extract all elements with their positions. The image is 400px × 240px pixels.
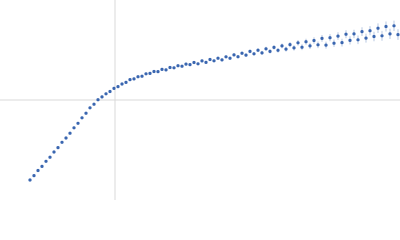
point <box>140 74 144 78</box>
point <box>344 32 348 36</box>
point <box>40 164 44 168</box>
point <box>256 48 260 52</box>
point <box>96 98 100 102</box>
point <box>264 47 268 51</box>
point <box>28 178 32 182</box>
point <box>176 64 180 68</box>
point <box>376 26 380 30</box>
point <box>320 36 324 41</box>
point <box>184 62 188 66</box>
point <box>272 45 276 50</box>
point <box>48 155 52 159</box>
point <box>240 51 244 55</box>
point <box>116 85 120 89</box>
point <box>160 67 164 71</box>
point <box>180 64 184 68</box>
point <box>104 92 108 96</box>
point <box>328 36 332 40</box>
point <box>168 65 172 70</box>
point <box>112 86 116 90</box>
point <box>296 41 300 45</box>
point <box>304 40 308 44</box>
point <box>228 56 232 60</box>
point <box>64 136 68 140</box>
point <box>368 29 372 33</box>
point <box>364 36 368 40</box>
point <box>204 60 208 64</box>
point <box>36 168 40 173</box>
point <box>340 41 344 45</box>
point <box>92 102 96 106</box>
point <box>224 55 228 59</box>
point <box>220 58 224 62</box>
point <box>356 38 360 42</box>
point <box>68 131 72 135</box>
chart <box>0 0 400 200</box>
point <box>252 52 256 56</box>
point <box>384 24 388 29</box>
point <box>148 71 152 75</box>
point <box>84 111 88 115</box>
point <box>292 46 296 50</box>
point <box>308 44 312 48</box>
point <box>76 121 80 125</box>
point <box>288 43 292 47</box>
point <box>56 146 60 150</box>
point <box>396 33 400 37</box>
point <box>260 51 264 55</box>
point <box>200 59 204 63</box>
point <box>236 55 240 59</box>
point <box>132 77 136 81</box>
point <box>388 32 392 36</box>
point <box>336 34 340 38</box>
point <box>284 47 288 51</box>
point <box>188 63 192 67</box>
point <box>128 78 132 82</box>
point <box>156 70 160 74</box>
point <box>276 48 280 52</box>
point <box>324 43 328 47</box>
point <box>144 72 148 76</box>
point <box>380 34 384 38</box>
point <box>32 174 36 178</box>
point <box>268 49 272 54</box>
point <box>100 95 104 99</box>
point <box>208 57 212 62</box>
point <box>152 69 156 74</box>
point <box>52 150 56 154</box>
point <box>316 43 320 47</box>
point <box>244 53 248 57</box>
point <box>280 44 284 48</box>
point <box>136 75 140 79</box>
point <box>172 66 176 70</box>
point <box>352 32 356 36</box>
point <box>44 159 48 163</box>
point <box>248 49 252 54</box>
point <box>360 30 364 34</box>
point <box>300 45 304 49</box>
point <box>164 68 168 72</box>
point <box>124 80 128 84</box>
point <box>312 38 316 43</box>
point <box>392 24 396 28</box>
point <box>216 56 220 60</box>
point <box>60 140 64 144</box>
point <box>108 89 112 94</box>
point <box>88 106 92 110</box>
point <box>72 126 76 130</box>
point <box>120 82 124 86</box>
point <box>348 38 352 43</box>
point <box>372 34 376 39</box>
point <box>192 60 196 65</box>
point <box>332 41 336 45</box>
point <box>80 116 84 120</box>
point <box>196 62 200 66</box>
point <box>212 59 216 63</box>
point <box>232 53 236 57</box>
